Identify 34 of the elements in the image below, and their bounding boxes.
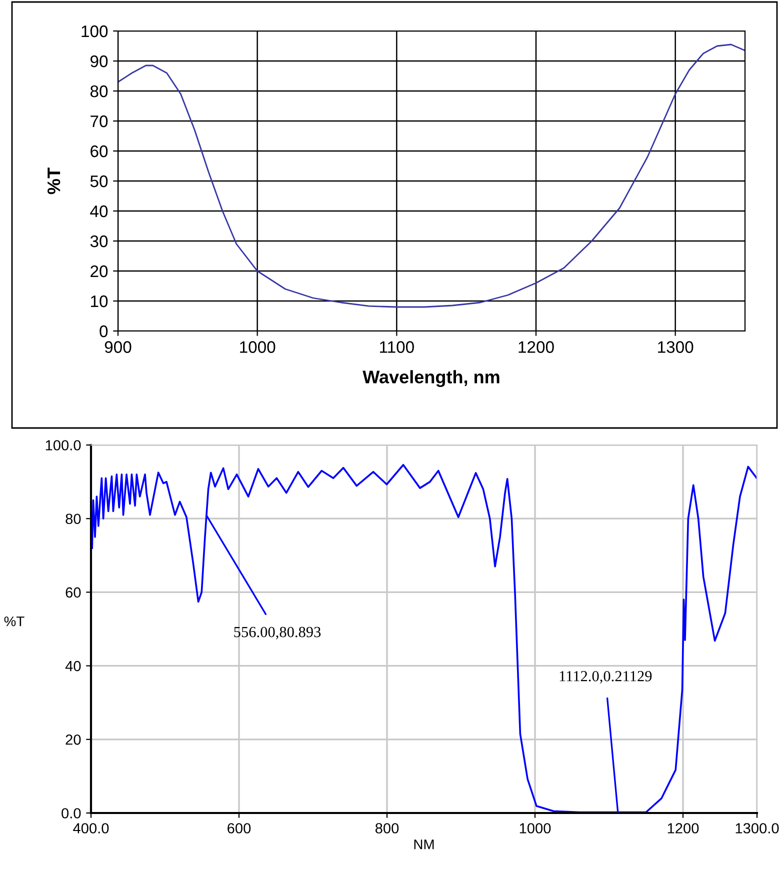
x-tick-label: 1200 bbox=[668, 823, 699, 834]
y-tick-label: 40 bbox=[65, 660, 81, 672]
x-tick-label: 1300 bbox=[658, 341, 694, 353]
x-tick-label: 1000 bbox=[240, 341, 276, 353]
y-tick-label: 70 bbox=[90, 115, 108, 128]
y-tick-label: 20 bbox=[66, 734, 81, 745]
y-tick-label: 20 bbox=[90, 265, 108, 278]
y-tick-label: 30 bbox=[90, 235, 108, 248]
y-axis-title: %T bbox=[47, 168, 60, 194]
y-tick-label: 60 bbox=[66, 587, 81, 598]
x-tick-label: 1000 bbox=[520, 823, 551, 834]
y-tick-label: 10 bbox=[91, 295, 108, 308]
y-tick-label: 80 bbox=[66, 514, 81, 524]
x-tick-label: 1100 bbox=[380, 341, 414, 353]
x-tick-label: 1300.0 bbox=[736, 823, 779, 834]
y-tick-label: 50 bbox=[90, 175, 108, 188]
x-axis-title: Wavelength, nm bbox=[362, 370, 500, 388]
y-tick-label: 60 bbox=[90, 145, 108, 158]
y-tick-label: 40 bbox=[90, 205, 108, 218]
y-tick-label: 90 bbox=[90, 55, 108, 68]
x-tick-label: 800 bbox=[375, 823, 399, 834]
y-tick-label: 0 bbox=[100, 325, 108, 338]
annotation: 556.00,80.893 bbox=[234, 626, 321, 640]
y-tick-label: 0.0 bbox=[62, 808, 81, 818]
annotation: 1112.0,0.21129 bbox=[560, 671, 652, 684]
x-tick-label: 900 bbox=[104, 341, 132, 353]
x-tick-label: 400.0 bbox=[73, 823, 109, 834]
y-tick-label: 100 bbox=[82, 25, 108, 38]
y-tick-label: 100.0 bbox=[46, 440, 81, 450]
y-axis-title: %T bbox=[4, 616, 24, 626]
x-tick-label: 600 bbox=[228, 823, 251, 834]
x-axis-title: NM bbox=[414, 840, 434, 850]
y-tick-label: 80 bbox=[90, 85, 108, 98]
x-tick-label: 1200 bbox=[518, 341, 554, 353]
